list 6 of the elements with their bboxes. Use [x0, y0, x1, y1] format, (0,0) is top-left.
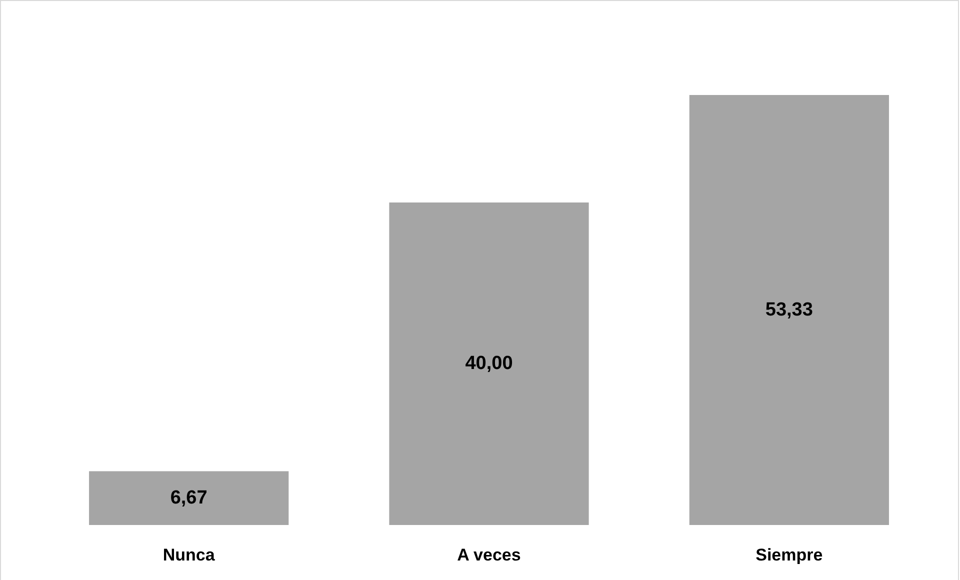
- x-tick-label: A veces: [457, 545, 521, 564]
- data-label: 53,33: [765, 300, 813, 320]
- data-label: 6,67: [170, 488, 208, 509]
- x-tick-label: Siempre: [756, 545, 823, 564]
- data-label: 40,00: [465, 353, 513, 374]
- x-tick-label: Nunca: [162, 545, 216, 564]
